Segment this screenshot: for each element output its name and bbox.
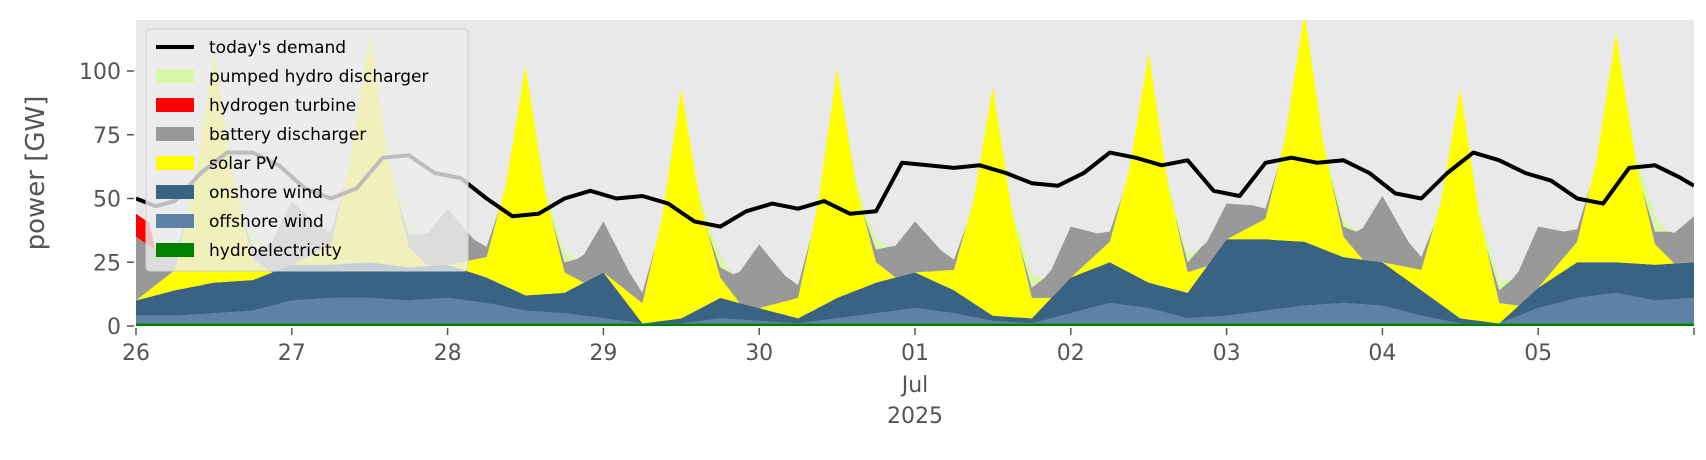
legend-label-solar-pv: solar PV xyxy=(209,154,278,174)
legend: today's demand pumped hydro discharger hyd… xyxy=(145,28,469,272)
legend-box xyxy=(145,28,469,272)
x-tick-label: 03 xyxy=(1213,341,1241,366)
x-tick-label: 27 xyxy=(278,341,306,366)
y-tick-label: 100 xyxy=(79,60,121,85)
legend-label-onshore-wind: onshore wind xyxy=(209,183,323,203)
x-tick-label: 04 xyxy=(1368,341,1396,366)
legend-label-offshore-wind: offshore wind xyxy=(209,212,324,232)
x-tick-label: 01 xyxy=(901,341,929,366)
area-onshore-wind xyxy=(136,239,1694,324)
legend-swatch-offshore-wind xyxy=(156,214,194,228)
legend-swatch-solar-pv xyxy=(156,156,194,170)
x-tick-label: 28 xyxy=(434,341,462,366)
x-axis: 26 27 28 29 30 01 Jul 2025 02 03 04 05 xyxy=(122,328,1695,429)
y-tick-label: 0 xyxy=(107,315,121,340)
legend-label-battery-discharger: battery discharger xyxy=(209,125,366,145)
area-solar-pv xyxy=(136,20,1694,324)
x-sublabel: Jul xyxy=(900,373,929,398)
area-layers xyxy=(136,20,1694,326)
y-axis-label: power [GW] xyxy=(21,96,51,251)
area-offshore-wind xyxy=(136,292,1694,324)
y-tick-label: 25 xyxy=(93,251,121,276)
legend-swatch-onshore-wind xyxy=(156,185,194,199)
legend-swatch-hydrogen-turbine xyxy=(156,98,194,112)
legend-swatch-hydroelectricity xyxy=(156,243,194,257)
x-tick-label: 02 xyxy=(1057,341,1085,366)
legend-swatch-battery-discharger xyxy=(156,127,194,141)
x-tick-label: 26 xyxy=(122,341,150,366)
x-tick-label: 30 xyxy=(745,341,773,366)
y-tick-label: 75 xyxy=(93,124,121,149)
y-tick-label: 50 xyxy=(93,188,121,213)
legend-label-hydrogen-turbine: hydrogen turbine xyxy=(209,96,356,116)
legend-swatch-pumped-hydro-discharger xyxy=(156,69,194,83)
x-tick-label: 05 xyxy=(1524,341,1552,366)
legend-label-pumped-hydro-discharger: pumped hydro discharger xyxy=(209,67,428,87)
legend-label-today-s-demand: today's demand xyxy=(209,38,346,58)
x-tick-label: 29 xyxy=(589,341,617,366)
area-battery-discharger xyxy=(136,20,1694,309)
x-sublabel: 2025 xyxy=(887,404,943,429)
y-axis: 0 25 50 75 100 xyxy=(79,60,134,340)
area-hydroelectricity xyxy=(136,323,1694,326)
legend-label-hydroelectricity: hydroelectricity xyxy=(209,241,342,261)
